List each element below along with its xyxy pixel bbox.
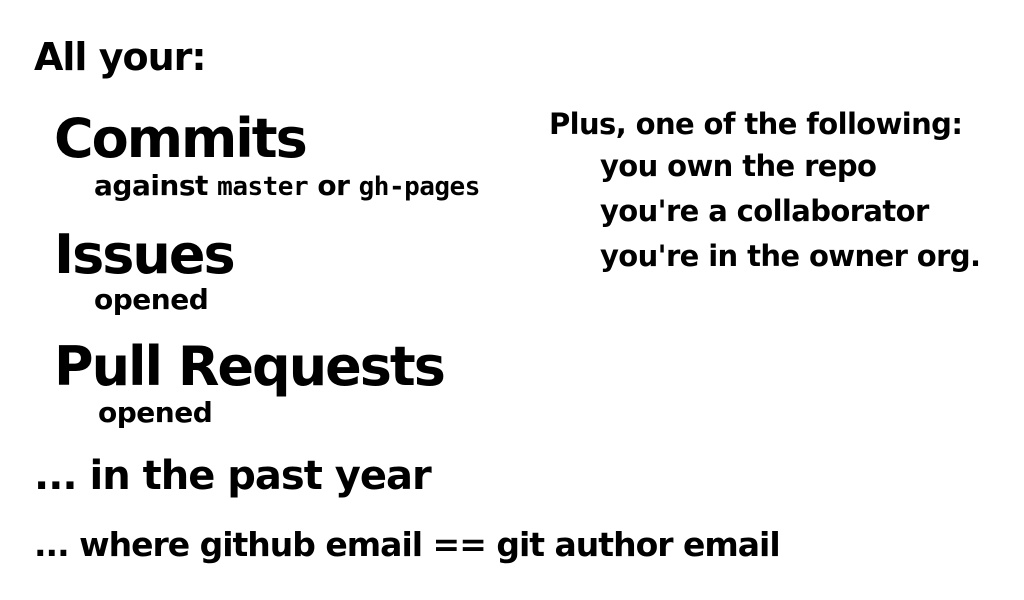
email-note: ... where github email == git author ema… bbox=[34, 525, 781, 564]
commits-title: Commits bbox=[54, 107, 308, 170]
plus-option-own-repo: you own the repo bbox=[600, 149, 877, 183]
commits-sub-text-or: or bbox=[308, 169, 359, 202]
branch-master: master bbox=[217, 172, 309, 202]
commits-subtitle: against master or gh-pages bbox=[94, 169, 481, 202]
issues-subtitle: opened bbox=[94, 283, 209, 316]
commits-sub-text-against: against bbox=[94, 169, 218, 202]
slide-heading: All your: bbox=[34, 35, 207, 79]
plus-option-collaborator: you're a collaborator bbox=[600, 194, 929, 228]
issues-title: Issues bbox=[54, 223, 236, 286]
pull-requests-subtitle: opened bbox=[98, 396, 213, 429]
plus-option-owner-org: you're in the owner org. bbox=[600, 239, 981, 273]
branch-gh-pages: gh-pages bbox=[358, 172, 481, 202]
pull-requests-title: Pull Requests bbox=[54, 335, 446, 398]
plus-heading: Plus, one of the following: bbox=[549, 107, 963, 141]
past-year-note: ... in the past year bbox=[34, 453, 432, 499]
plus-options-list: you own the repo you're a collaborator y… bbox=[600, 149, 981, 287]
